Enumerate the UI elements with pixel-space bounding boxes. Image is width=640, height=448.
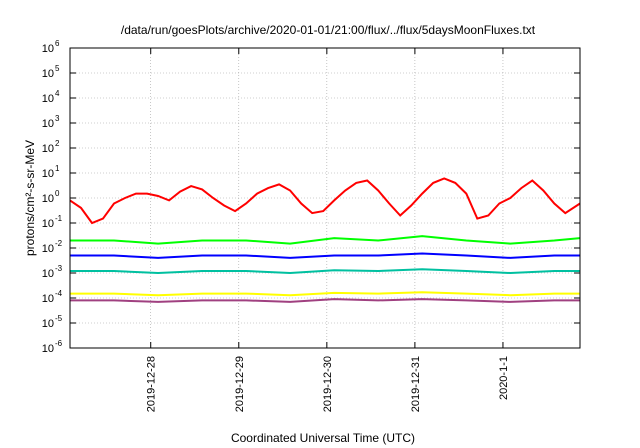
y-tick-exponent: -6 <box>55 339 63 348</box>
y-tick-exponent: 3 <box>55 114 60 123</box>
y-tick-exponent: 2 <box>55 139 60 148</box>
y-tick-label: 10 <box>42 143 54 155</box>
y-tick-label: 10 <box>42 318 54 330</box>
series-line-2 <box>70 235 581 245</box>
y-tick-exponent: -4 <box>55 289 63 298</box>
x-tick-label: 2019-12-30 <box>322 356 334 412</box>
series-line-1 <box>69 177 581 225</box>
y-tick-exponent: -5 <box>55 314 63 323</box>
y-tick-label: 10 <box>42 93 54 105</box>
y-tick-label: 10 <box>42 68 54 80</box>
grid <box>70 48 580 348</box>
y-tick-label: 10 <box>42 268 54 280</box>
x-axis-label: Coordinated Universal Time (UTC) <box>231 431 415 445</box>
y-tick-label: 10 <box>42 218 54 230</box>
x-tick-label: 2019-12-31 <box>410 356 422 412</box>
y-tick-exponent: -2 <box>55 239 63 248</box>
y-tick-label: 10 <box>42 43 54 55</box>
x-ticks: 2019-12-28 2019-12-29 2019-12-30 2019-12-31… <box>146 48 510 412</box>
y-tick-label: 10 <box>42 118 54 130</box>
y-tick-exponent: 1 <box>55 164 60 173</box>
series-line-3 <box>70 252 580 259</box>
y-axis-label: protons/cm²-s-sr-MeV <box>23 140 37 256</box>
x-tick-label: 2020-1-1 <box>498 356 510 400</box>
y-tick-label: 10 <box>42 293 54 305</box>
series-line-6 <box>70 298 580 303</box>
chart-title: /data/run/goesPlots/archive/2020-01-01/2… <box>121 23 536 37</box>
x-tick-label: 2019-12-28 <box>146 356 158 412</box>
x-tick-label: 2019-12-29 <box>234 356 246 412</box>
y-tick-label: 10 <box>42 168 54 180</box>
y-tick-exponent: 0 <box>55 189 60 198</box>
data-series <box>69 177 581 303</box>
y-tick-exponent: 5 <box>55 64 60 73</box>
y-tick-exponent: 4 <box>55 89 60 98</box>
y-tick-label: 10 <box>42 343 54 355</box>
y-tick-exponent: 6 <box>55 39 60 48</box>
y-tick-label: 10 <box>42 193 54 205</box>
y-tick-label: 10 <box>42 243 54 255</box>
series-line-5 <box>70 291 580 297</box>
y-tick-exponent: -3 <box>55 264 63 273</box>
y-ticks: 10 -610 -510 -410 -310 -210 -110 010 110 210 310 41… <box>42 39 580 355</box>
y-tick-exponent: -1 <box>55 214 63 223</box>
series-line-4 <box>70 268 580 275</box>
